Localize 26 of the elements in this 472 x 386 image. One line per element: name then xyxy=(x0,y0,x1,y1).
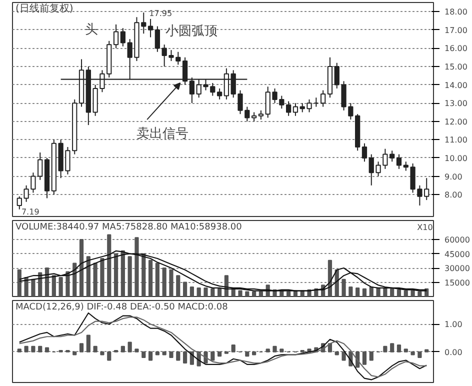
y-tick-label: 9.00 xyxy=(444,172,462,182)
annotation: 卖出信号 xyxy=(136,126,189,142)
chart-title: VOLUME:38440.97 MA5:75828.80 MA10:58938.00 xyxy=(16,222,242,232)
y-tick-label: 45000 xyxy=(444,250,470,259)
y-tick-label: 60000 xyxy=(444,236,470,244)
chart-title: MACD(12,26,9) DIF:-0.48 DEA:-0.50 MACD:0.08 xyxy=(16,302,228,312)
annotation: 17.95 xyxy=(149,9,172,18)
y-tick-label: 18.00 xyxy=(444,8,468,17)
y-tick-label: 30000 xyxy=(444,264,470,273)
y-tick-label: 12.00 xyxy=(444,117,468,126)
y-tick-label: 13.00 xyxy=(444,99,468,108)
y-tick-label: 16.00 xyxy=(444,44,468,54)
annotation: 头 xyxy=(84,22,98,38)
annotation: 7.19 xyxy=(21,208,40,217)
y-tick-label: 14.00 xyxy=(444,80,468,90)
annotation: X10 xyxy=(417,222,433,232)
y-tick-label: 15.00 xyxy=(444,62,468,72)
y-tick-label: 15000 xyxy=(444,278,470,288)
y-tick-label: 1.00 xyxy=(444,320,462,330)
y-tick-label: 11.00 xyxy=(444,136,468,145)
y-tick-label: 0.00 xyxy=(444,348,462,357)
annotation: 小圆弧顶 xyxy=(166,24,218,40)
y-tick-label: 17.00 xyxy=(444,26,468,35)
y-tick-label: 10.00 xyxy=(444,154,468,163)
y-tick-label: 8.00 xyxy=(444,190,462,200)
chart-title: (日线前复权) xyxy=(16,2,74,14)
